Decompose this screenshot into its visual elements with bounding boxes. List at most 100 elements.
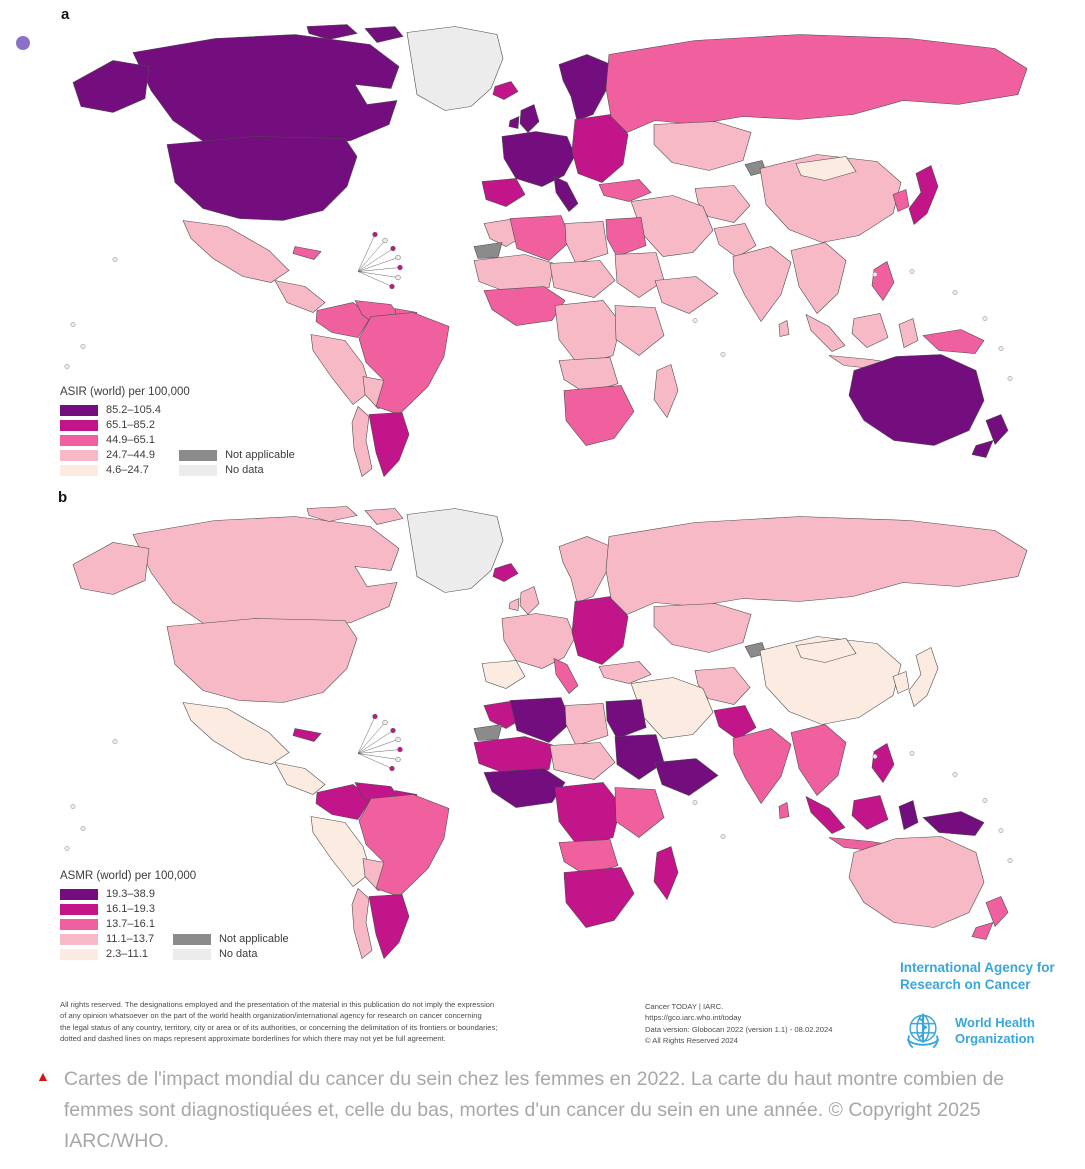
map-region-greenland: [406, 26, 504, 111]
map-region-alaska: [72, 60, 150, 113]
pacific-island-dot: [982, 316, 988, 321]
island-leader-line: [357, 716, 376, 754]
pacific-island-dot: [80, 344, 86, 349]
map-region-usa: [166, 136, 358, 221]
island-leader-line: [357, 240, 386, 272]
map-region-turkey: [598, 661, 652, 684]
island-dot: [397, 746, 403, 753]
map-region-sudan: [614, 252, 665, 298]
island-dot: [395, 254, 401, 261]
island-dot: [390, 245, 396, 252]
map-region-borneo: [851, 795, 889, 830]
legend-row-not-applicable: Not applicable: [172, 932, 289, 946]
map-region-ecuadorperu: [310, 816, 372, 887]
map-region-egypt: [605, 217, 647, 257]
map-region-russia: [605, 34, 1028, 133]
pacific-island-dot: [1007, 858, 1013, 863]
map-region-italy: [553, 658, 579, 694]
island-leader-line: [357, 749, 401, 754]
map-region-safrica: [563, 385, 635, 446]
map-region-korea: [892, 671, 910, 694]
island-dot: [395, 736, 401, 743]
map-region-india: [732, 246, 792, 323]
pacific-island-dot: [112, 739, 118, 744]
island-leader-line: [357, 267, 401, 272]
world-map-incidence-svg: [64, 24, 1028, 478]
map-region-philippines: [871, 743, 895, 784]
pacific-island-dot: [909, 751, 915, 756]
map-region-madagascar: [653, 846, 679, 901]
island-dot: [397, 264, 403, 271]
map-region-uk: [519, 104, 540, 133]
island-dot: [372, 713, 378, 720]
legend-bin-swatch: [60, 449, 98, 461]
map-region-canadaArctic2: [364, 26, 404, 43]
island-dot: [390, 727, 396, 734]
legend-bin-swatch: [60, 888, 98, 900]
map-region-eastafrica: [614, 787, 665, 838]
legend-row-not-applicable: Not applicable: [179, 448, 295, 462]
map-region-libya: [564, 221, 609, 264]
island-leader-line: [357, 739, 399, 754]
legend-bin-row: 19.3–38.9: [60, 887, 155, 901]
legend-bin-label: 4.6–24.7: [106, 464, 149, 476]
map-region-pakistan: [713, 705, 757, 740]
map-region-iceland: [492, 81, 519, 100]
no-data-label: No data: [225, 464, 264, 476]
map-region-colombia: [315, 302, 372, 338]
legend-bin-swatch: [60, 404, 98, 416]
legend-bin-label: 44.9–65.1: [106, 434, 155, 446]
legend-bin-label: 13.7–16.1: [106, 918, 155, 930]
not-applicable-swatch: [179, 449, 218, 461]
map-region-canadaArctic2: [364, 508, 404, 525]
map-region-uk: [519, 586, 540, 615]
legend-title: ASIR (world) per 100,000: [60, 386, 190, 398]
island-leader-line: [357, 257, 399, 272]
map-region-camerica: [274, 762, 326, 795]
caption-triangle-marker: ▲: [36, 1068, 50, 1084]
legend-bin-row: 44.9–65.1: [60, 433, 161, 447]
legend-bin-swatch: [60, 464, 98, 476]
island-dot: [389, 283, 395, 290]
legend-bin-swatch: [60, 434, 98, 446]
map-region-sulawesi: [898, 800, 919, 830]
legend-bin-row: 13.7–16.1: [60, 917, 155, 931]
map-region-nz1: [985, 896, 1009, 928]
island-leader-line: [357, 753, 393, 769]
pacific-island-dot: [909, 269, 915, 274]
map-region-scandinavia: [558, 536, 612, 603]
legend-bin-label: 16.1–19.3: [106, 903, 155, 915]
pacific-island-dot: [80, 826, 86, 831]
map-region-wafricacoast: [483, 768, 566, 808]
legend-incidence: ASIR (world) per 100,000 85.2–105.4 65.1–…: [60, 386, 390, 478]
no-data-swatch: [172, 948, 211, 960]
no-data-swatch: [179, 464, 218, 476]
map-region-japan: [908, 647, 939, 708]
map-region-philippines: [871, 261, 895, 302]
island-dot: [382, 237, 388, 244]
map-region-canadaArctic1: [306, 506, 358, 522]
map-region-wsahara: [473, 724, 503, 741]
map-region-ireland: [508, 598, 520, 611]
map-region-japan: [908, 165, 939, 226]
map-region-australia: [848, 836, 985, 928]
map-region-turkey: [598, 179, 652, 202]
pacific-island-dot: [692, 800, 698, 805]
figure-caption: ▲ Cartes de l'impact mondial du cancer d…: [20, 1064, 1070, 1158]
map-region-chile: [351, 887, 373, 960]
not-applicable-label: Not applicable: [225, 449, 295, 461]
map-region-borneo: [851, 313, 889, 348]
world-map-mortality: [55, 506, 1035, 962]
not-applicable-swatch: [172, 933, 211, 945]
map-region-scandinavia: [558, 54, 612, 121]
legend-bin-swatch: [60, 948, 98, 960]
map-region-cuba: [292, 728, 322, 742]
map-region-algeria: [509, 697, 572, 743]
map-region-srilanka: [778, 320, 790, 337]
legend-bin-swatch: [60, 933, 98, 945]
no-data-label: No data: [218, 948, 258, 960]
map-region-alaska: [72, 542, 150, 595]
who-logo-block: World Health Organization: [900, 1008, 1065, 1054]
pacific-island-dot: [952, 772, 958, 777]
map-region-russia: [605, 516, 1028, 615]
